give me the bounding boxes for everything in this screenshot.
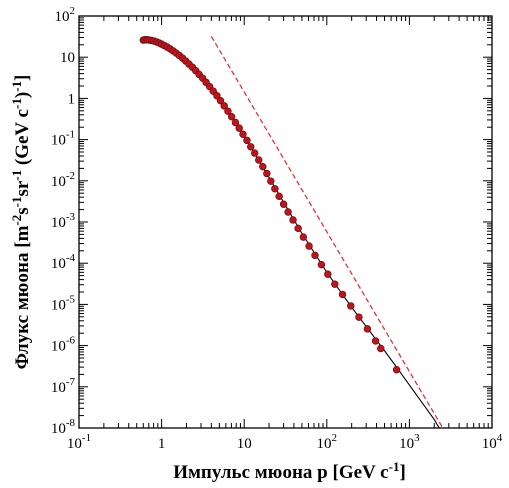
x-tick-label: 1	[158, 436, 166, 452]
data-point	[299, 233, 308, 241]
data-point	[263, 169, 271, 178]
y-axis-label: Флукс мюона [m-2s-1sr-1 (GeV c-1)-1]	[9, 75, 33, 370]
y-tick-label: 10-1	[51, 129, 75, 149]
y-tick-label: 10-3	[51, 211, 76, 231]
data-point	[363, 325, 372, 333]
data-point	[267, 177, 275, 185]
data-point	[331, 280, 339, 288]
data-point	[324, 270, 332, 278]
data-point	[275, 192, 283, 201]
data-point	[377, 344, 385, 353]
data-point	[284, 208, 292, 216]
plot-frame	[78, 15, 493, 429]
tick-labels: 10-1 1 10 102 103 104 10-8 10-7 10-6 10-5 10-4 10-3…	[51, 5, 503, 452]
y-tick-label: 10	[60, 50, 75, 66]
dashed-fit-line	[210, 36, 444, 428]
data-point	[235, 124, 243, 132]
data-point	[231, 118, 240, 127]
x-tick-label: 10-1	[67, 432, 91, 452]
data-point	[247, 143, 255, 151]
data-point	[338, 290, 347, 299]
axis-ticks	[78, 15, 493, 429]
data-point	[347, 302, 355, 310]
data-point	[251, 149, 259, 157]
data-point	[355, 313, 363, 321]
data-point	[220, 102, 228, 110]
x-tick-label: 10	[237, 436, 252, 452]
data-point	[305, 242, 313, 250]
data-point	[213, 92, 221, 100]
data-series	[139, 36, 444, 428]
y-tick-label: 10-2	[51, 170, 75, 190]
x-tick-label: 102	[317, 432, 338, 452]
data-point	[311, 251, 319, 260]
x-axis-label: Импульс мюона p [GeV c-1]	[173, 459, 406, 483]
y-tick-label: 1	[68, 91, 76, 107]
y-tick-label: 102	[55, 5, 76, 25]
data-point	[243, 136, 251, 145]
data-point	[239, 130, 247, 138]
y-tick-label: 10-5	[51, 293, 76, 313]
data-point	[255, 156, 263, 164]
data-point	[294, 224, 302, 233]
y-tick-label: 10-4	[51, 252, 76, 272]
data-point	[392, 366, 401, 374]
data-point	[271, 185, 279, 193]
data-point	[279, 200, 288, 208]
y-tick-label: 10-6	[51, 335, 76, 355]
data-point	[259, 162, 267, 171]
data-point	[216, 96, 225, 105]
y-tick-label: 10-8	[51, 417, 76, 437]
y-tick-label: 10-7	[51, 376, 76, 396]
data-point	[371, 337, 380, 345]
data-point	[317, 260, 326, 269]
data-point	[289, 216, 297, 224]
x-tick-label: 104	[482, 432, 503, 452]
data-point	[224, 107, 232, 115]
x-tick-label: 103	[399, 432, 420, 452]
data-point	[227, 112, 236, 121]
